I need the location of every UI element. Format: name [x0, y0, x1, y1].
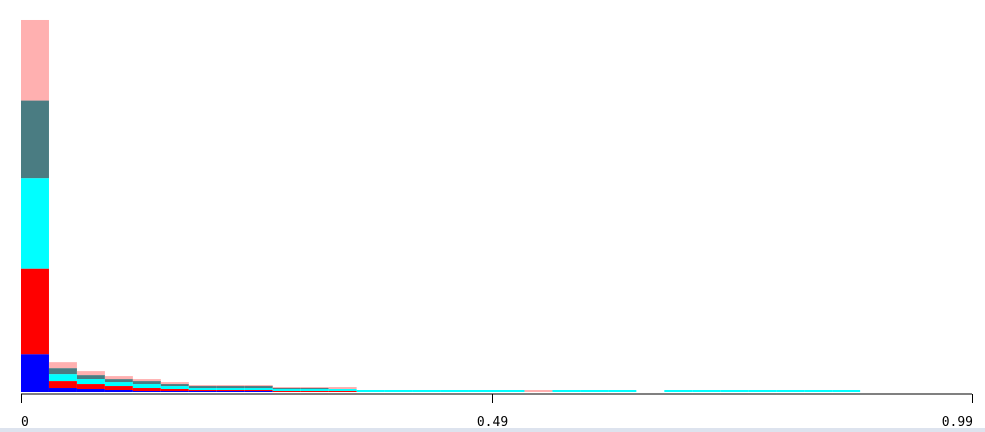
- bar-bin-3-series-3: [104, 379, 133, 383]
- bar-bin-10-series-4: [300, 387, 329, 389]
- bottom-border: [0, 428, 985, 432]
- bar-bin-19-series-2: [552, 390, 581, 392]
- bar-bin-20-series-2: [580, 390, 609, 392]
- bar-bin-11-series-2: [328, 389, 357, 392]
- bar-bin-9-series-1: [272, 391, 301, 392]
- bar-bin-9-series-4: [272, 387, 301, 389]
- bar-bin-0-series-1: [21, 268, 49, 355]
- bar-bin-0-series-0: [21, 354, 49, 392]
- x-tick-label-1: 0.49: [477, 415, 508, 430]
- bar-bin-5-series-1: [160, 389, 189, 392]
- bar-bin-7-series-0: [216, 391, 245, 392]
- bar-bin-4-series-3: [132, 381, 161, 385]
- bar-bin-15-series-2: [440, 390, 469, 392]
- bar-bin-14-series-2: [412, 390, 441, 392]
- bar-bin-0-series-3: [21, 100, 49, 179]
- x-ticks-group: 0 0.49 0.99: [21, 394, 973, 430]
- bar-bin-5-series-3: [160, 384, 189, 387]
- bar-bin-11-series-1: [328, 391, 357, 392]
- bar-bin-10-series-1: [300, 391, 329, 392]
- bar-bin-5-series-2: [160, 386, 189, 390]
- bar-bin-6-series-3: [188, 386, 217, 389]
- bar-bin-2-series-4: [76, 371, 105, 376]
- bar-bin-7-series-4: [216, 385, 245, 387]
- bar-bin-8-series-2: [244, 388, 273, 391]
- bar-bin-24-series-2: [692, 390, 721, 392]
- bar-bin-4-series-0: [132, 391, 161, 392]
- bar-bin-28-series-2: [804, 390, 833, 392]
- bar-bin-0-series-4: [21, 19, 49, 101]
- bar-bin-1-series-4: [48, 362, 77, 369]
- bar-bin-6-series-0: [188, 391, 217, 392]
- bars-group: [21, 19, 861, 392]
- bar-bin-6-series-1: [188, 390, 217, 391]
- bar-bin-0-series-2: [21, 178, 49, 269]
- bar-bin-3-series-4: [104, 376, 133, 380]
- bar-bin-23-series-2: [664, 390, 693, 392]
- bar-bin-18-series-4: [524, 390, 553, 392]
- bar-bin-8-series-1: [244, 390, 273, 391]
- bar-bin-7-series-2: [216, 388, 245, 391]
- bar-bin-1-series-1: [48, 381, 77, 389]
- bar-bin-5-series-4: [160, 382, 189, 385]
- bar-bin-8-series-0: [244, 391, 273, 392]
- bar-bin-2-series-1: [76, 384, 105, 390]
- bar-bin-4-series-2: [132, 384, 161, 389]
- bar-bin-3-series-1: [104, 386, 133, 391]
- bar-bin-9-series-3: [272, 388, 301, 390]
- bar-bin-2-series-2: [76, 379, 105, 385]
- bar-bin-4-series-4: [132, 379, 161, 382]
- bar-bin-3-series-2: [104, 382, 133, 387]
- bar-bin-17-series-2: [496, 390, 525, 392]
- bar-bin-7-series-3: [216, 386, 245, 389]
- bar-bin-11-series-4: [328, 387, 357, 390]
- bar-bin-27-series-2: [776, 390, 805, 392]
- bar-bin-2-series-3: [76, 375, 105, 380]
- x-tick-label-2: 0.99: [942, 415, 973, 430]
- bar-bin-29-series-2: [832, 390, 861, 392]
- x-tick-label-0: 0: [21, 415, 29, 430]
- bar-bin-12-series-2: [356, 390, 385, 392]
- bar-bin-10-series-3: [300, 388, 329, 390]
- bar-bin-25-series-2: [720, 390, 749, 392]
- bar-bin-7-series-1: [216, 390, 245, 391]
- bar-bin-26-series-2: [748, 390, 777, 392]
- bar-bin-16-series-2: [468, 390, 497, 392]
- bar-bin-1-series-2: [48, 374, 77, 382]
- bar-bin-4-series-1: [132, 388, 161, 391]
- bar-bin-9-series-2: [272, 389, 301, 392]
- bar-bin-1-series-0: [48, 388, 77, 392]
- bar-bin-8-series-3: [244, 386, 273, 389]
- bar-bin-1-series-3: [48, 368, 77, 375]
- bar-bin-3-series-0: [104, 390, 133, 392]
- bar-bin-21-series-2: [608, 390, 637, 392]
- bar-bin-5-series-0: [160, 391, 189, 392]
- bar-bin-8-series-4: [244, 385, 273, 387]
- bar-bin-6-series-4: [188, 385, 217, 387]
- bar-bin-10-series-2: [300, 389, 329, 392]
- bar-bin-2-series-0: [76, 389, 105, 392]
- bar-bin-6-series-2: [188, 388, 217, 391]
- bar-bin-13-series-2: [384, 390, 413, 392]
